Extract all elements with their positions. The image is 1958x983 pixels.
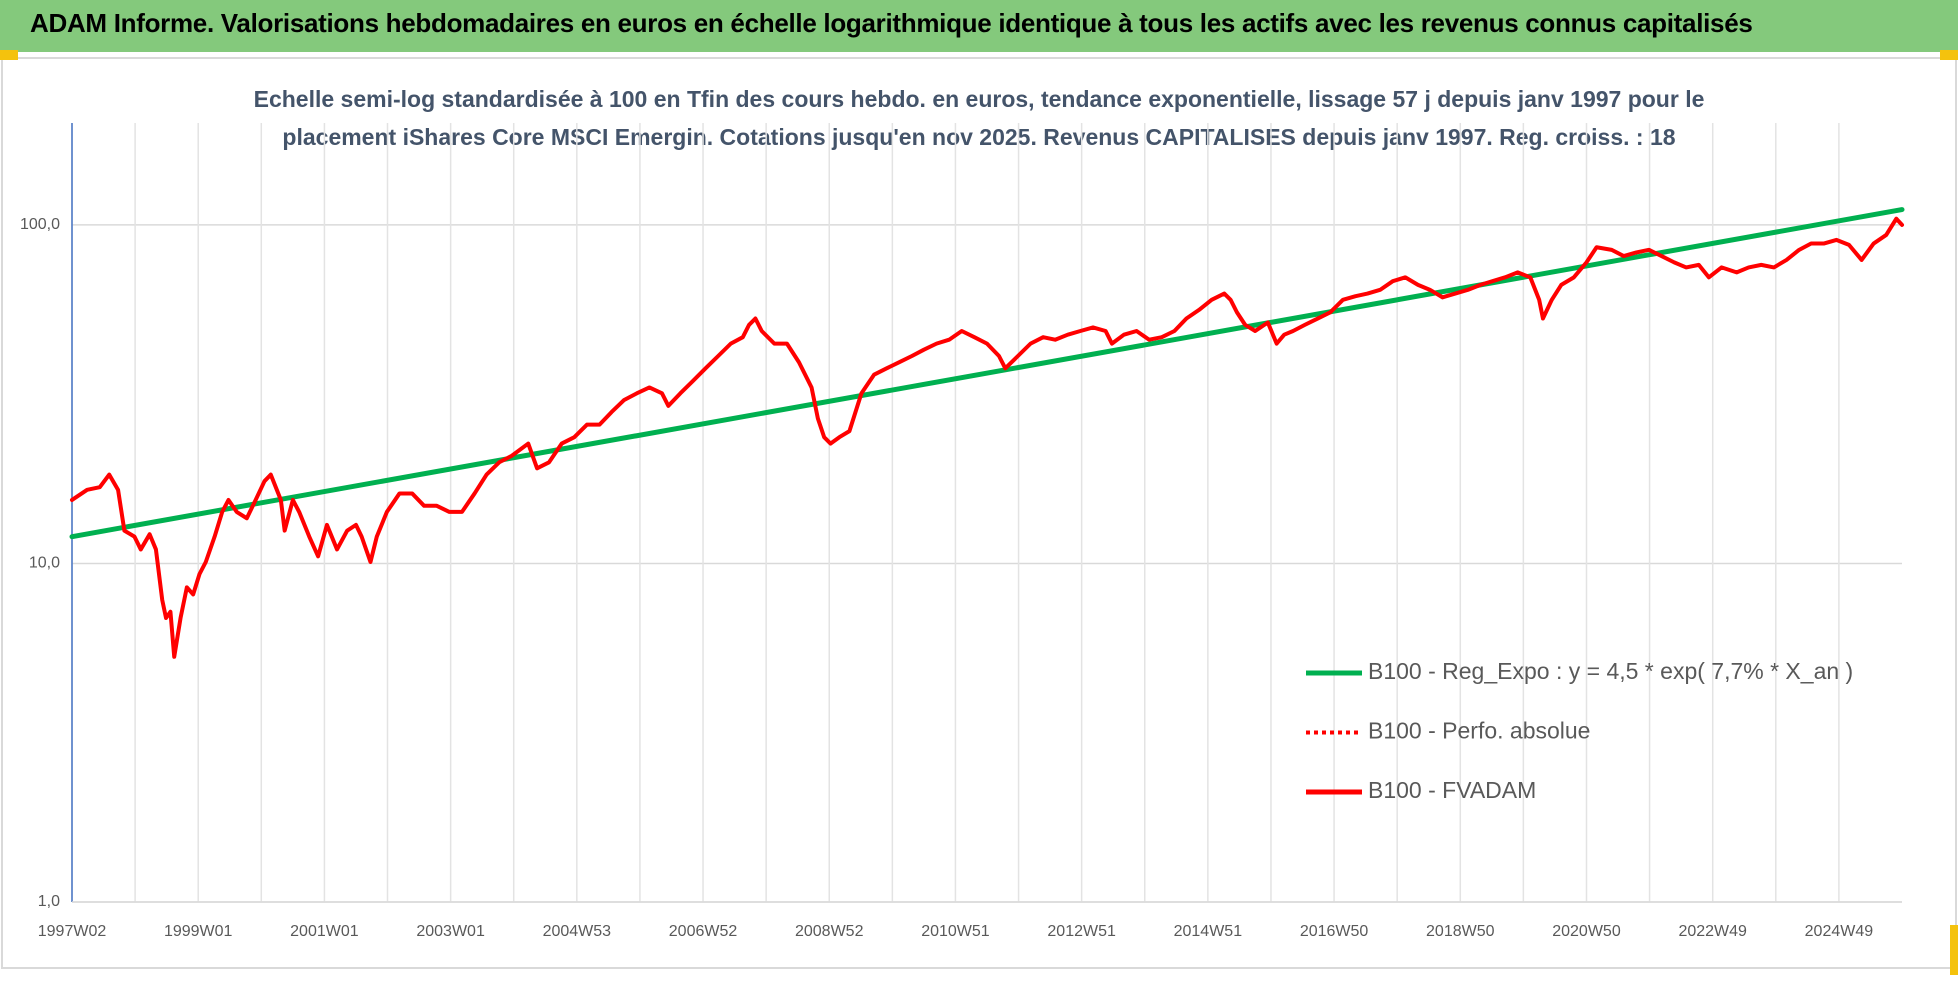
x-tick-label: 2020W50: [1552, 923, 1621, 940]
x-tick-label: 2022W49: [1678, 923, 1747, 940]
y-tick-label: 100,0: [20, 216, 60, 233]
header-bar: ADAM Informe. Valorisations hebdomadaire…: [0, 0, 1958, 52]
y-tick-label: 1,0: [38, 893, 60, 910]
legend-label: B100 - Reg_Expo : y = 4,5 * exp( 7,7% * …: [1368, 658, 1853, 684]
corner-mark: [1950, 925, 1958, 975]
x-tick-label: 2012W51: [1047, 923, 1116, 940]
x-tick-label: 2003W01: [416, 923, 485, 940]
y-tick-label: 10,0: [29, 555, 60, 572]
corner-mark: [0, 50, 18, 60]
x-tick-label: 2010W51: [921, 923, 990, 940]
x-tick-label: 2016W50: [1300, 923, 1369, 940]
chart-frame: [1, 57, 1957, 969]
x-tick-label: 1999W01: [164, 923, 233, 940]
corner-mark: [1940, 50, 1958, 60]
line-series: [70, 216, 1904, 659]
x-tick-label: 2001W01: [290, 923, 359, 940]
x-tick-label: 2014W51: [1174, 923, 1243, 940]
x-tick-label: 2004W53: [543, 923, 612, 940]
x-tick-label: 2006W52: [669, 923, 738, 940]
line-series: [69, 207, 1905, 540]
x-tick-label: 1997W02: [38, 923, 107, 940]
legend-label: B100 - FVADAM: [1368, 777, 1536, 803]
chart-subtitle: placement iShares Core MSCI Emergin. Cot…: [282, 124, 1675, 150]
x-tick-label: 2008W52: [795, 923, 864, 940]
legend-label: B100 - Perfo. absolue: [1368, 718, 1590, 744]
chart-subtitle: Echelle semi-log standardisée à 100 en T…: [254, 86, 1705, 112]
x-tick-label: 2018W50: [1426, 923, 1495, 940]
grid: [71, 123, 1902, 903]
header-title: ADAM Informe. Valorisations hebdomadaire…: [30, 8, 1753, 38]
x-tick-label: 2024W49: [1805, 923, 1874, 940]
